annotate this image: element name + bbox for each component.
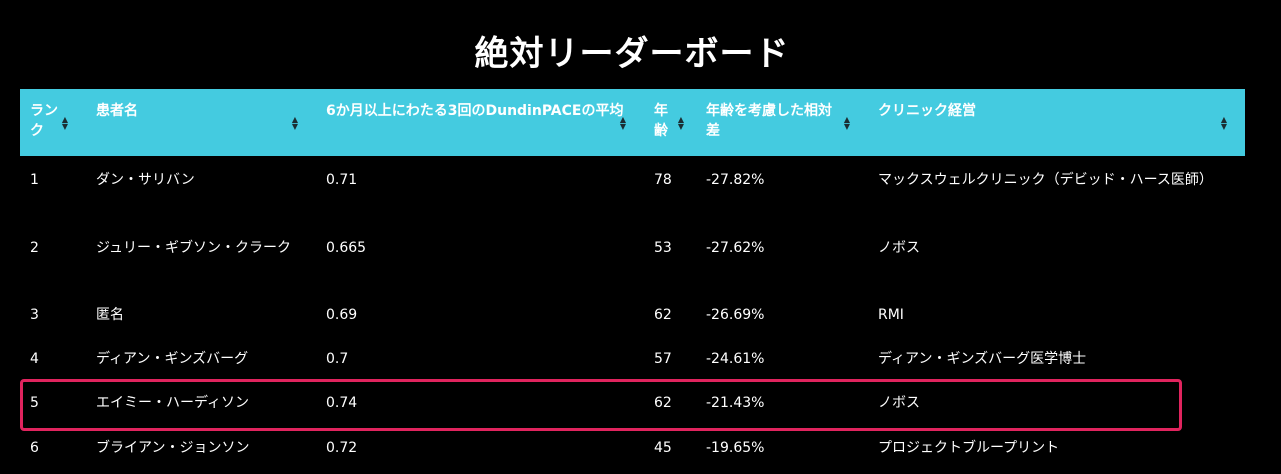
- sort-up-down-icon[interactable]: ▲ ▼: [619, 115, 627, 131]
- cell-age: 53: [654, 240, 672, 256]
- cell-clinic: プロジェクトブループリント: [878, 440, 1060, 456]
- cell-average: 0.71: [326, 172, 358, 188]
- cell-relative-diff: -27.62%: [706, 240, 765, 256]
- cell-average: 0.72: [326, 440, 358, 456]
- cell-rank: 1: [30, 172, 39, 188]
- cell-relative-diff: -21.43%: [706, 395, 765, 411]
- cell-age: 62: [654, 395, 672, 411]
- cell-patient-name: 匿名: [96, 307, 124, 323]
- cell-rank: 5: [30, 395, 39, 411]
- sort-up-down-icon[interactable]: ▲ ▼: [61, 115, 69, 131]
- cell-average: 0.7: [326, 351, 349, 367]
- column-header-label: 6か月以上にわたる3回のDundinPACEの平均: [326, 103, 624, 119]
- column-header-label: 年齢: [654, 103, 668, 139]
- table-row[interactable]: 3 匿名 0.69 62 -26.69% RMI: [20, 291, 1245, 335]
- cell-age: 57: [654, 351, 672, 367]
- sort-up-down-icon[interactable]: ▲ ▼: [291, 115, 299, 131]
- cell-age: 78: [654, 172, 672, 188]
- cell-clinic: ノボス: [878, 395, 920, 411]
- cell-relative-diff: -24.61%: [706, 351, 765, 367]
- cell-rank: 3: [30, 307, 39, 323]
- column-header-dundinpace-average[interactable]: 6か月以上にわたる3回のDundinPACEの平均: [326, 89, 624, 156]
- column-header-label: 患者名: [96, 103, 138, 119]
- table-row[interactable]: 2 ジュリー・ギブソン・クラーク 0.665 53 -27.62% ノボス: [20, 224, 1245, 291]
- leaderboard-table: ランク ▲ ▼ 患者名 ▲ ▼ 6か月以上にわたる3回のDundinPACEの平均 …: [20, 89, 1245, 468]
- cell-rank: 2: [30, 240, 39, 256]
- cell-relative-diff: -26.69%: [706, 307, 765, 323]
- cell-clinic: ディアン・ギンズバーグ医学博士: [878, 351, 1087, 367]
- cell-relative-diff: -19.65%: [706, 440, 765, 456]
- table-row[interactable]: 1 ダン・サリバン 0.71 78 -27.82% マックスウェルクリニック（デ…: [20, 156, 1245, 224]
- sort-up-down-icon[interactable]: ▲ ▼: [677, 115, 685, 131]
- sort-up-down-icon[interactable]: ▲ ▼: [843, 115, 851, 131]
- column-header-label: ランク: [30, 103, 58, 139]
- column-header-relative-diff[interactable]: 年齢を考慮した相対差: [706, 89, 836, 156]
- cell-average: 0.665: [326, 240, 367, 256]
- cell-age: 45: [654, 440, 672, 456]
- table-row[interactable]: 6 ブライアン・ジョンソン 0.72 45 -19.65% プロジェクトブループ…: [20, 424, 1245, 468]
- cell-clinic: ノボス: [878, 240, 920, 256]
- page-title: 絶対リーダーボード: [474, 34, 790, 74]
- cell-relative-diff: -27.82%: [706, 172, 765, 188]
- table-header: ランク ▲ ▼ 患者名 ▲ ▼ 6か月以上にわたる3回のDundinPACEの平均 …: [20, 89, 1245, 156]
- column-header-clinic[interactable]: クリニック経営: [878, 89, 1178, 156]
- table-row-highlighted[interactable]: 5 エイミー・ハーディソン 0.74 62 -21.43% ノボス: [20, 379, 1245, 424]
- sort-up-down-icon[interactable]: ▲ ▼: [1220, 115, 1228, 131]
- cell-average: 0.74: [326, 395, 358, 411]
- table-row[interactable]: 4 ディアン・ギンズバーグ 0.7 57 -24.61% ディアン・ギンズバーグ…: [20, 335, 1245, 379]
- cell-rank: 6: [30, 440, 39, 456]
- cell-patient-name: ダン・サリバン: [96, 172, 195, 188]
- cell-clinic: RMI: [878, 307, 904, 323]
- column-header-rank[interactable]: ランク: [30, 89, 60, 156]
- column-header-age[interactable]: 年齢: [654, 89, 671, 156]
- cell-average: 0.69: [326, 307, 358, 323]
- column-header-label: クリニック経営: [878, 103, 976, 119]
- column-header-patient-name[interactable]: 患者名: [96, 89, 276, 156]
- cell-age: 62: [654, 307, 672, 323]
- cell-rank: 4: [30, 351, 39, 367]
- column-header-label: 年齢を考慮した相対差: [706, 103, 832, 139]
- cell-patient-name: エイミー・ハーディソン: [96, 395, 250, 411]
- cell-clinic: マックスウェルクリニック（デビッド・ハース医師）: [878, 172, 1213, 188]
- cell-patient-name: ブライアン・ジョンソン: [96, 440, 250, 456]
- cell-patient-name: ジュリー・ギブソン・クラーク: [96, 240, 292, 256]
- cell-patient-name: ディアン・ギンズバーグ: [96, 351, 249, 367]
